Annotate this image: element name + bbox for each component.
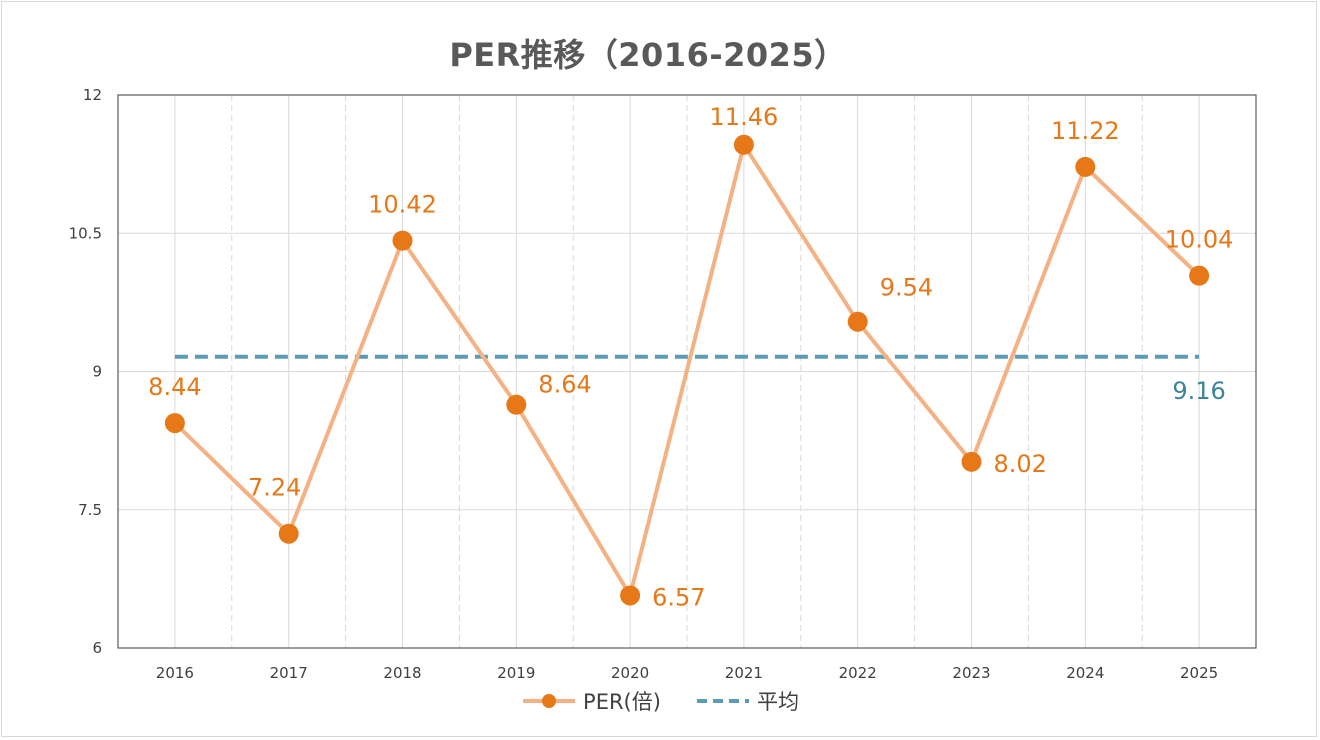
per-point [1189,265,1210,286]
per-line [173,142,1201,598]
y-tick-label: 12 [83,86,102,104]
per-data-label: 8.64 [538,371,591,399]
per-data-label: 10.04 [1165,226,1234,254]
per-data-label: 11.46 [710,103,779,131]
x-tick-label: 2019 [497,664,535,682]
per-point [847,311,868,332]
series-layer [164,134,1210,606]
per-point [278,523,299,544]
per-data-label: 11.22 [1051,117,1120,145]
x-tick-label: 2017 [270,664,308,682]
per-point [961,451,982,472]
per-data-label: 6.57 [652,583,705,611]
legend-line-marker-icon [523,694,576,708]
legend-label-per: PER(倍) [583,690,661,714]
y-tick-label: 7.5 [78,501,102,519]
per-data-label: 8.44 [148,373,201,401]
per-data-label: 9.54 [880,274,933,302]
x-tick-label: 2025 [1180,664,1218,682]
grid-layer [118,94,1256,649]
per-point [733,134,754,155]
per-point [1075,156,1096,177]
x-tick-label: 2021 [725,664,763,682]
x-tick-label: 2020 [611,664,649,682]
per-point [392,230,413,251]
label-layer: 9.16 8.44 7.24 10.42 8.64 6.57 11.46 9.54 8.02 11… [148,103,1233,612]
per-data-label: 10.42 [368,191,437,219]
y-tick-label: 9 [92,363,102,381]
x-tick-label: 2022 [839,664,877,682]
x-tick-label: 2024 [1066,664,1104,682]
legend-label-average: 平均 [756,690,799,714]
per-point [506,394,527,415]
legend-item-per: PER(倍) [521,686,661,716]
legend: PER(倍) 平均 [0,686,1320,716]
per-data-label: 8.02 [994,450,1047,478]
axis-layer: 6 7.5 9 10.5 12 2016 2017 2018 2019 2020 2021 2022 2… [69,86,1257,682]
chart-title: PER推移（2016-2025） [449,36,847,74]
legend-dashed-line-icon [696,699,749,703]
average-data-label: 9.16 [1172,377,1225,405]
y-tick-label: 6 [92,639,102,657]
x-tick-label: 2016 [156,664,194,682]
legend-item-average: 平均 [695,686,799,716]
per-point [620,585,641,606]
plot-area-border [117,94,1257,649]
y-tick-label: 10.5 [69,224,102,242]
x-tick-label: 2023 [952,664,990,682]
per-data-label: 7.24 [248,474,301,502]
x-tick-label: 2018 [383,664,421,682]
per-point [164,413,185,434]
